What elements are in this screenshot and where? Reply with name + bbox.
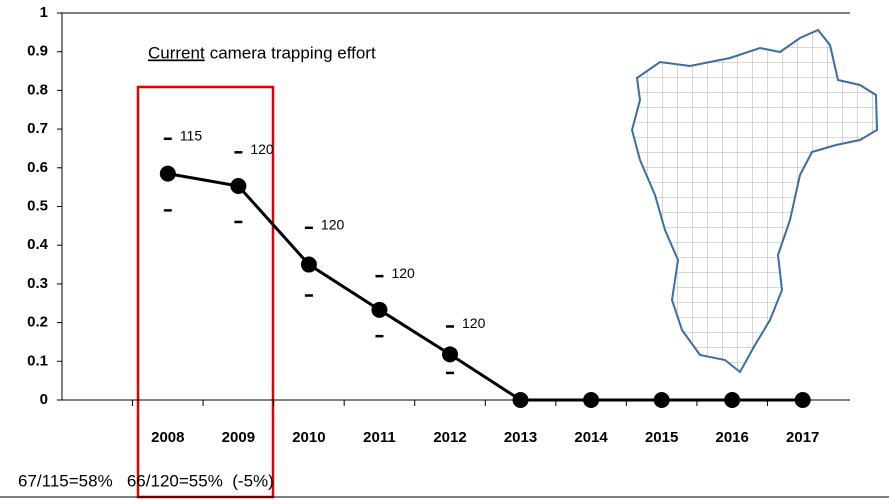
- x-tick-label: 2013: [504, 429, 537, 446]
- point: [442, 346, 458, 363]
- point: [794, 392, 811, 408]
- sample-size: 120: [462, 315, 486, 331]
- x-tick-label: 2010: [292, 429, 325, 446]
- point: [583, 392, 600, 408]
- y-tick-label: 0.1: [27, 352, 48, 369]
- sample-size: 120: [321, 216, 345, 232]
- note: 67/115=58% 66/120=55% (-5%): [18, 471, 274, 490]
- y-tick-label: 0.3: [27, 275, 48, 292]
- x-tick-label: 2009: [222, 429, 255, 446]
- line: [167, 172, 803, 402]
- point: [653, 392, 670, 408]
- map: [630, 28, 879, 374]
- point: [159, 165, 176, 182]
- y-tick-label: 0.5: [27, 197, 48, 214]
- x-tick-label: 2012: [433, 429, 466, 446]
- y-tick-label: 0.9: [27, 43, 48, 60]
- y-tick-label: 1: [40, 4, 48, 21]
- title-underlined: Current: [148, 43, 205, 62]
- point: [371, 301, 388, 318]
- y-tick-label: 0.8: [27, 81, 48, 98]
- x-tick-label: 2015: [645, 429, 678, 446]
- title: camera trapping effort: [210, 43, 376, 62]
- point: [300, 256, 317, 273]
- y-tick-label: 0.7: [27, 120, 48, 137]
- x-tick-label: 2014: [574, 429, 608, 446]
- y-tick-label: 0.4: [27, 236, 49, 253]
- y-tick-label: 0: [40, 391, 48, 408]
- point: [512, 392, 529, 408]
- sample-size: 115: [180, 127, 203, 143]
- point: [724, 392, 741, 408]
- x-tick-label: 2017: [786, 429, 819, 446]
- x-tick-label: 2011: [363, 429, 396, 446]
- point: [230, 177, 247, 194]
- x-tick-label: 2016: [715, 429, 748, 446]
- y-tick-label: 0.2: [27, 314, 48, 331]
- x-tick-label: 2008: [151, 429, 184, 446]
- sample-size: 120: [250, 141, 274, 157]
- sample-size: 120: [391, 265, 415, 281]
- y-tick-label: 0.6: [27, 159, 48, 176]
